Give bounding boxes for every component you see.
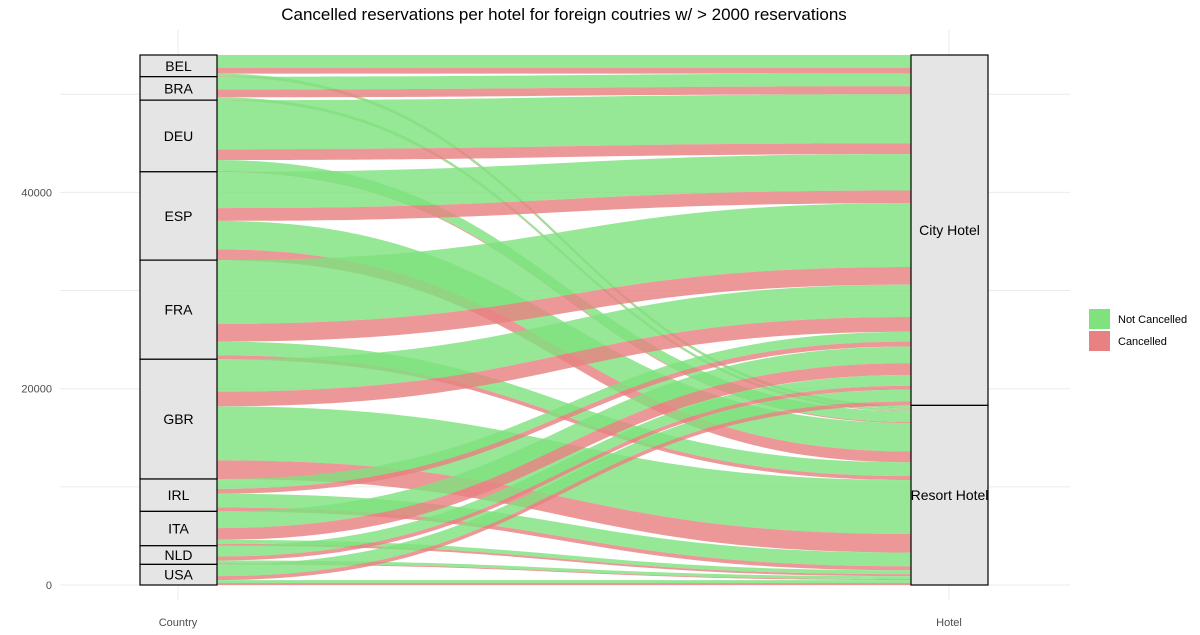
stratum-box — [139, 171, 218, 261]
flow-deu-city-hotel-not-cancelled — [217, 94, 911, 150]
flow-irl-city-hotel-cancelled — [217, 341, 911, 494]
flow-fra-city-hotel-not-cancelled — [217, 203, 911, 324]
stratum-box — [139, 259, 218, 360]
stratum-fra: FRA — [139, 259, 218, 360]
stratum-box — [139, 358, 218, 480]
flow-usa-resort-hotel-not-cancelled — [217, 580, 911, 584]
axis-strata: BEL BRA DEU ESP FRA GBR IRL ITA NLD USA City Hotel… — [139, 54, 989, 586]
flow-gbr-resort-hotel-cancelled — [217, 460, 911, 553]
stratum-label: BRA — [164, 80, 193, 96]
stratum-label: DEU — [164, 128, 194, 144]
stratum-box — [910, 54, 989, 406]
legend: Not Cancelled Cancelled — [1089, 309, 1187, 351]
legend-label-cancelled: Cancelled — [1118, 336, 1167, 348]
stratum-bra: BRA — [139, 76, 218, 101]
flow-esp-city-hotel-cancelled — [217, 190, 911, 221]
stratum-label: BEL — [165, 58, 192, 74]
x-axis-label-country: Country — [159, 617, 198, 629]
stratum-ita: ITA — [139, 510, 218, 547]
stratum-label: GBR — [163, 411, 193, 427]
stratum-label: NLD — [164, 547, 192, 563]
stratum-nld: NLD — [139, 545, 218, 565]
x-axis-label-hotel: Hotel — [936, 617, 962, 629]
stratum-box — [139, 563, 218, 586]
legend-swatch-cancelled — [1089, 331, 1110, 351]
stratum-label: FRA — [165, 302, 194, 318]
stratum-resort-hotel: Resort Hotel — [910, 404, 989, 586]
flow-gbr-city-hotel-not-cancelled — [217, 284, 911, 392]
flow-bel-city-hotel-not-cancelled — [217, 55, 911, 68]
flow-ita-city-hotel-not-cancelled — [217, 346, 911, 529]
y-axis-ticks: 0 20000 40000 — [21, 187, 52, 592]
flow-bra-city-hotel-not-cancelled — [217, 73, 911, 90]
flow-usa-city-hotel-not-cancelled — [217, 389, 911, 577]
stratum-label: ITA — [168, 521, 189, 537]
x-axis-labels: Country Hotel — [159, 617, 962, 629]
y-tick-label: 20000 — [21, 384, 52, 396]
flow-irl-resort-hotel-cancelled — [217, 507, 911, 571]
flow-ribbons — [217, 55, 911, 585]
y-tick-label: 0 — [46, 580, 52, 592]
stratum-irl: IRL — [139, 478, 218, 512]
flow-nld-city-hotel-not-cancelled — [217, 374, 911, 557]
stratum-box — [139, 99, 218, 173]
chart-title: Cancelled reservations per hotel for for… — [281, 5, 847, 24]
flow-bra-city-hotel-cancelled — [217, 86, 911, 98]
flow-deu-city-hotel-cancelled — [217, 143, 911, 161]
y-tick-label: 40000 — [21, 187, 52, 199]
stratum-box — [910, 404, 989, 586]
stratum-esp: ESP — [139, 171, 218, 261]
flow-nld-resort-hotel-cancelled — [217, 563, 911, 581]
stratum-label: Resort Hotel — [911, 487, 989, 503]
flow-nld-resort-hotel-not-cancelled — [217, 560, 911, 580]
stratum-box — [139, 478, 218, 512]
flow-ita-city-hotel-cancelled — [217, 363, 911, 540]
stratum-deu: DEU — [139, 99, 218, 173]
legend-label-not-cancelled: Not Cancelled — [1118, 314, 1187, 326]
stratum-label: City Hotel — [919, 222, 980, 238]
flow-nld-city-hotel-cancelled — [217, 385, 911, 561]
flow-fra-city-hotel-cancelled — [217, 267, 911, 342]
stratum-usa: USA — [139, 563, 218, 586]
flow-usa-resort-hotel-cancelled — [217, 583, 911, 585]
flow-gbr-city-hotel-cancelled — [217, 317, 911, 407]
stratum-bel: BEL — [139, 54, 218, 78]
flow-ita-resort-hotel-cancelled — [217, 543, 911, 577]
legend-swatch-not-cancelled — [1089, 309, 1110, 329]
flow-usa-city-hotel-cancelled — [217, 401, 911, 581]
stratum-city-hotel: City Hotel — [910, 54, 989, 406]
stratum-gbr: GBR — [139, 358, 218, 480]
flow-irl-city-hotel-not-cancelled — [217, 331, 911, 489]
flow-bel-city-hotel-cancelled — [217, 67, 911, 74]
flow-ita-resort-hotel-not-cancelled — [217, 539, 911, 575]
flow-esp-city-hotel-not-cancelled — [217, 154, 911, 209]
stratum-label: IRL — [168, 487, 190, 503]
stratum-label: USA — [164, 567, 193, 583]
stratum-label: ESP — [164, 208, 192, 224]
